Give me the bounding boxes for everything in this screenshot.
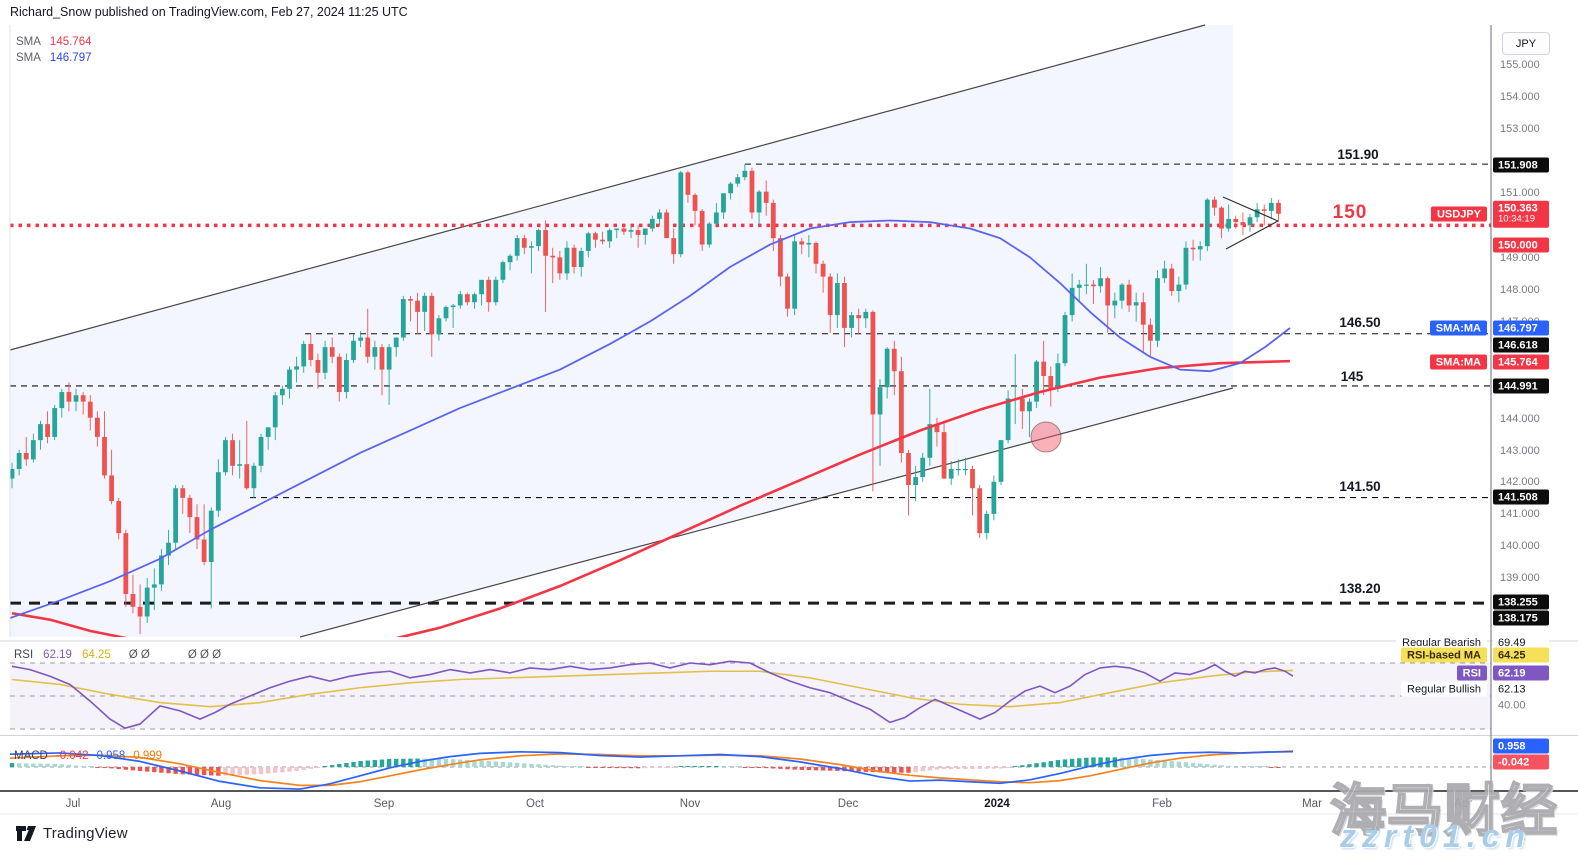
symbol-name-badge: USDJPY [1430,206,1487,222]
price-axis-tick: 151.000 [1500,187,1540,199]
rsi-line [11,660,1294,729]
sma-red-label: SMA [16,36,41,48]
time-axis-tick: 2024 [984,798,1010,810]
watermark-url: zzrt01.cn [1340,818,1531,854]
time-axis-tick: Sep [373,798,395,810]
currency-toggle-button[interactable]: JPY [1502,32,1550,55]
price-axis-badge: 141.508 [1493,489,1549,505]
symbol-price-badge: 150.363 10:34:19 [1493,200,1549,228]
sma-blue-legend[interactable]: SMA 146.797 [16,52,92,64]
price-axis-tick: 153.000 [1500,123,1540,135]
indicator-name-badge: SMA:MA [1429,320,1487,336]
indicator-name-badge: SMA:MA [1429,354,1487,370]
price-axis-badge: 146.797 [1493,320,1549,336]
sma-red-line [11,359,1291,637]
time-axis-tick: Oct [526,798,544,810]
macd-line-value: 0.958 [96,750,126,762]
price-axis-badge: 145.764 [1493,354,1549,370]
time-axis-tick: Aug [210,798,232,810]
price-axis-tick: 140.000 [1500,540,1540,552]
price-axis-badge: 0.958 [1493,738,1549,754]
macd-signal-value: 0.999 [133,750,163,762]
level-label: 138.20 [1339,581,1381,596]
indicator-name-badge: Regular Bullish [1401,681,1487,697]
time-axis-tick: Nov [679,798,701,810]
tradingview-logo-icon [16,826,36,841]
candlestick-series [10,164,1281,635]
price-axis-tick: 155.000 [1500,59,1540,71]
macd-legend[interactable]: MACD -0.042 0.958 0.999 [14,750,162,762]
level-label: 150 [1332,202,1368,223]
price-axis-tick: 148.000 [1500,284,1540,296]
price-axis-badge: 150.000 [1493,237,1549,253]
price-axis-badge: 151.908 [1493,157,1549,173]
price-axis-tick: 154.000 [1500,91,1540,103]
symbol-last-price: 150.363 [1498,202,1538,215]
price-axis-badge: 144.991 [1493,378,1549,394]
price-axis-badge: 62.13 [1498,683,1526,695]
price-axis-badge: -0.042 [1493,754,1549,770]
sma-blue-label: SMA [16,52,41,64]
rsi-legend-value: 62.19 [43,649,72,661]
watermark-cjk: 海马财经 [1329,778,1558,843]
level-label: 151.90 [1337,147,1379,162]
sma-red-value: 145.764 [49,36,92,48]
rsi-legend[interactable]: RSI 62.19 64.25 Ø Ø Ø Ø Ø [14,649,221,661]
rsi-legend-name: RSI [14,649,34,661]
regular-bearish-value: 69.49 [1493,628,1549,646]
indicator-name-badge: RSI [1456,665,1487,681]
time-axis-tick: Apr [1454,798,1472,810]
price-axis-tick: 141.000 [1500,508,1540,520]
time-axis-tick: Feb [1152,798,1172,810]
price-axis-tick: 144.000 [1500,413,1540,425]
price-axis-tick: 139.000 [1500,572,1540,584]
macd-histogram-value: -0.042 [55,750,89,762]
price-axis-badge: 62.19 [1493,665,1549,681]
macd-legend-name: MACD [14,750,48,762]
symbol-countdown: 10:34:19 [1498,213,1535,225]
price-axis-badge: 64.25 [1493,647,1549,663]
time-axis-tick: Dec [837,798,859,810]
price-axis-tick: 149.000 [1500,252,1540,264]
macd-line [9,750,1294,790]
time-axis-tick: Jul [65,798,81,810]
price-axis-badge: 138.255 [1493,594,1549,610]
tradingview-logo-text: TradingView [43,825,128,842]
sma-blue-value: 146.797 [49,52,92,64]
price-axis-badge: 146.618 [1493,337,1549,353]
level-label: 141.50 [1339,479,1381,494]
price-axis-badge: 40.00 [1498,699,1526,711]
rsi-ma-legend-value: 64.25 [81,649,111,661]
price-axis-tick: 143.000 [1500,445,1540,457]
price-axis-tick: 142.000 [1500,476,1540,488]
level-label: 145 [1340,369,1364,384]
rsi-null-values-b: Ø Ø Ø [187,649,222,661]
price-axis-badge: 138.175 [1493,610,1549,626]
level-label: 146.50 [1339,315,1381,330]
time-axis-tick: Mar [1302,798,1322,810]
support-test-circle [1030,421,1062,453]
tradingview-logo[interactable]: TradingView [16,825,128,842]
rsi-null-values-a: Ø Ø [128,649,150,661]
regular-bearish-label: Regular Bearish [1396,628,1487,646]
indicator-name-badge: RSI-based MA [1401,647,1487,663]
publish-byline: Richard_Snow published on TradingView.co… [10,5,408,19]
sma-red-legend[interactable]: SMA 145.764 [16,36,92,48]
sma-blue-line [10,219,1291,619]
